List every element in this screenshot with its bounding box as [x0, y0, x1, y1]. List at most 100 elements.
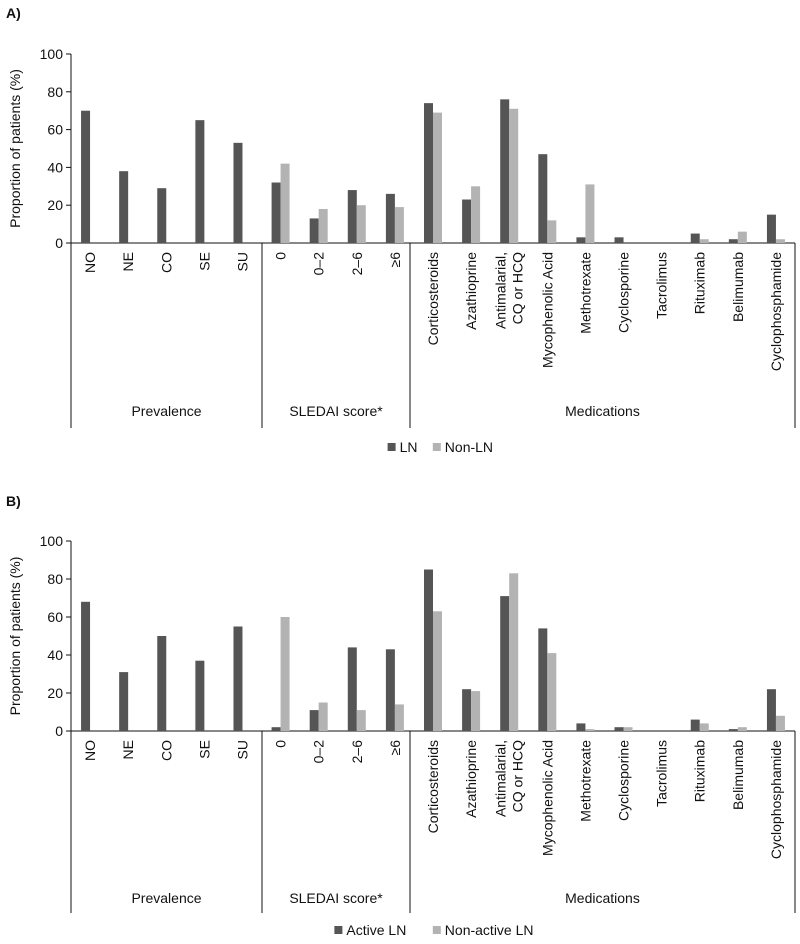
group-label: Medications: [565, 403, 640, 419]
chart-panel-b: B) Proportion of patients (%) 0 20 40 60 80 100…: [6, 493, 796, 938]
bar-primary: [347, 647, 357, 731]
bar-primary: [81, 110, 91, 243]
bar-primary: [614, 237, 624, 243]
bar-primary: [119, 171, 129, 243]
x-tick-label-line: Belimumab: [730, 740, 746, 810]
bar-primary: [271, 182, 281, 243]
x-tick-label-line: Antimalarial,: [493, 740, 509, 817]
x-tick-label: Mycophenolic Acid: [539, 252, 555, 368]
bar-secondary: [394, 704, 404, 731]
group-label: Prevalence: [131, 890, 201, 906]
x-tick-label: 0–2: [311, 740, 327, 764]
x-tick-label: NE: [120, 740, 136, 759]
x-tick-label: Antimalarial,CQ or HCQ: [493, 252, 526, 329]
x-tick-label-line: Corticosteroids: [425, 740, 441, 833]
bar-secondary: [318, 208, 328, 243]
x-tick-label: 0: [273, 740, 289, 748]
x-tick-label-line: Cyclosporine: [616, 740, 632, 821]
x-tick-label-line: ≥6: [387, 252, 403, 268]
x-tick-label-line: CO: [158, 740, 174, 761]
bar-secondary: [737, 231, 747, 243]
group-label: SLEDAI score*: [289, 890, 383, 906]
legend-swatch: [334, 926, 343, 934]
x-tick-label-line: Rituximab: [692, 252, 708, 314]
y-tick-label: 80: [47, 84, 63, 100]
bar-primary: [576, 237, 586, 243]
x-tick-label: SE: [196, 740, 212, 759]
x-tick-label: Mycophenolic Acid: [539, 740, 555, 856]
x-tick-label-line: 0: [273, 740, 289, 748]
x-tick-label: Rituximab: [692, 740, 708, 802]
x-tick-label: ≥6: [387, 740, 403, 756]
bar-secondary: [699, 723, 709, 731]
bar-primary: [195, 660, 205, 731]
x-tick-label: Tacrolimus: [654, 252, 670, 319]
bar-secondary: [775, 239, 785, 243]
x-tick-label-line: Antimalarial,: [493, 252, 509, 329]
bar-primary: [766, 214, 776, 243]
bar-secondary: [318, 702, 328, 731]
bar-primary: [614, 727, 624, 731]
legend-swatch: [387, 443, 396, 451]
x-tick-label-line: Mycophenolic Acid: [539, 740, 555, 856]
legend-swatch: [432, 443, 441, 451]
y-tick-label: 40: [47, 647, 63, 663]
x-tick-label-line: Corticosteroids: [425, 252, 441, 345]
bar-primary: [424, 103, 433, 243]
x-tick-label-line: Methotrexate: [577, 740, 593, 822]
y-tick-label: 60: [47, 122, 63, 138]
y-tick-label: 40: [47, 159, 63, 175]
bar-secondary: [471, 691, 481, 731]
x-tick-label: Methotrexate: [577, 740, 593, 822]
x-tick-label: Tacrolimus: [654, 740, 670, 807]
x-tick-label: Rituximab: [692, 252, 708, 314]
x-tick-label: NE: [120, 252, 136, 271]
x-tick-label: CO: [158, 740, 174, 761]
bar-primary: [195, 120, 205, 243]
bar-secondary: [394, 207, 404, 243]
x-tick-label-line: Azathioprine: [463, 740, 479, 818]
y-axis-label: Proportion of patients (%): [7, 69, 23, 228]
x-tick-label: 0–2: [311, 252, 327, 276]
x-tick-label-line: CO: [158, 252, 174, 273]
bar-primary: [500, 99, 510, 243]
y-tick-label: 0: [55, 723, 63, 739]
bar-primary: [690, 719, 700, 731]
x-tick-label-line: CQ or HCQ: [510, 252, 526, 324]
bar-secondary: [585, 184, 595, 243]
bar-primary: [309, 218, 319, 243]
x-tick-label-line: Cyclosporine: [616, 252, 632, 333]
legend-swatch: [432, 926, 441, 934]
bar-primary: [424, 569, 433, 731]
x-tick-label: Antimalarial,CQ or HCQ: [493, 740, 526, 817]
bar-secondary: [280, 617, 290, 731]
bar-primary: [309, 710, 319, 731]
x-tick-label: 0: [273, 252, 289, 260]
bar-primary: [690, 233, 700, 243]
group-label: Medications: [565, 890, 640, 906]
bar-primary: [385, 193, 395, 243]
bar-primary: [81, 601, 91, 731]
bar-primary: [766, 689, 776, 731]
bar-primary: [462, 199, 472, 243]
x-tick-label-line: 0: [273, 252, 289, 260]
bar-secondary: [356, 710, 366, 731]
x-tick-label-line: SE: [196, 740, 212, 759]
x-tick-label: Azathioprine: [463, 740, 479, 818]
panel-label: A): [6, 5, 21, 21]
x-tick-label-line: SU: [234, 740, 250, 759]
x-tick-label: Belimumab: [730, 252, 746, 322]
x-tick-label: CO: [158, 252, 174, 273]
y-tick-label: 20: [47, 197, 63, 213]
bar-secondary: [737, 727, 747, 731]
bar-primary: [157, 188, 167, 243]
x-tick-label: SU: [234, 252, 250, 271]
x-tick-label: NO: [82, 740, 98, 761]
x-tick-label-line: Methotrexate: [577, 252, 593, 334]
bar-secondary: [471, 186, 481, 243]
chart-panel-a: A) Proportion of patients (%) 0 20 40 60 80 100…: [6, 5, 796, 455]
bar-secondary: [433, 112, 442, 243]
y-axis-label: Proportion of patients (%): [7, 557, 23, 716]
x-tick-label-line: Belimumab: [730, 252, 746, 322]
